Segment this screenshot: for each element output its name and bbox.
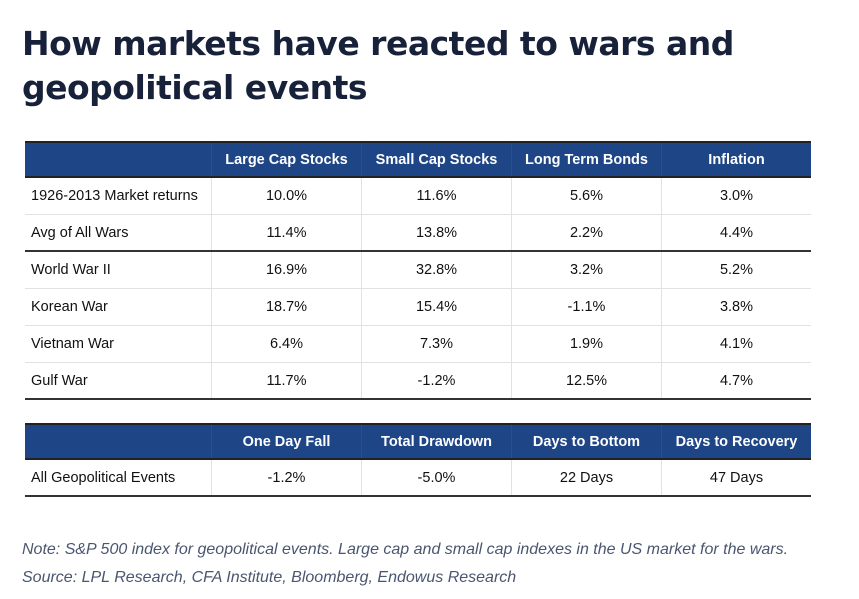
table-row: All Geopolitical Events -1.2% -5.0% 22 Days… [25,460,811,497]
table-cell: Long Term Bonds [512,143,662,176]
row-label: Gulf War [25,363,212,398]
table-row: Vietnam War 6.4% 7.3% 1.9% 4.1% [25,326,811,363]
table-cell: 13.8% [362,215,512,250]
table-header-row: Large Cap Stocks Small Cap Stocks Long Ter… [25,141,811,178]
table-cell: -1.2% [212,460,362,495]
table-cell: 4.4% [719,224,754,241]
table-row: Avg of All Wars 11.4% 13.8% 2.2% 4.4% [25,215,811,252]
table-cell: 4.7% [719,372,754,389]
table-cell: Inflation [708,151,765,168]
table-cell: 47 Days [709,469,764,486]
table-cell: -5.0% [362,460,512,495]
row-label: Avg of All Wars [25,215,212,250]
row-label: All Geopolitical Events [25,460,212,495]
source-note: Note: S&P 500 index for geopolitical eve… [22,541,789,586]
table-cell: 10.0% [212,178,362,214]
table-cell: 3.0% [719,188,754,204]
table-cell: 15.4% [362,289,512,325]
table-cell: 3.2% [512,252,662,288]
row-label: 1926-2013 Market returns [25,178,212,214]
table-cell: 11.4% [212,215,362,250]
row-label: Korean War [25,289,212,325]
table-cell: 18.7% [212,289,362,325]
table-cell: 22 Days [512,460,662,495]
table-cell: 32.8% [362,252,512,288]
table-cell: Days to Bottom [512,425,662,458]
table-cell: 11.6% [362,178,512,214]
table-row: Gulf War 11.7% -1.2% 12.5% 4.7% [25,363,811,400]
table-cell: 7.3% [362,326,512,362]
page-title: How markets have reacted to wars and geo… [22,24,734,107]
table-cell: 12.5% [512,363,662,398]
table-cell: 1.9% [512,326,662,362]
table-cell: 2.2% [512,215,662,250]
table-cell: One Day Fall [212,425,362,458]
market-returns-table: Large Cap Stocks Small Cap Stocks Long Ter… [25,141,811,497]
row-label [25,143,212,176]
table-cell: 6.4% [212,326,362,362]
table-cell: Large Cap Stocks [212,143,362,176]
table-cell: Days to Recovery [675,433,798,450]
table-cell: 3.8% [719,299,754,315]
table-cell: -1.1% [512,289,662,325]
table-row: Korean War 18.7% 15.4% -1.1% 3.8% [25,289,811,326]
table-cell: -1.2% [362,363,512,398]
row-label [25,425,212,458]
table-cell: 11.7% [212,363,362,398]
table-cell: 16.9% [212,252,362,288]
table-row: 1926-2013 Market returns 10.0% 11.6% 5.6% 3.… [25,178,811,215]
table-cell: 4.1% [719,336,754,352]
spacer-row [25,400,811,423]
table-cell: Small Cap Stocks [362,143,512,176]
table-row: World War II 16.9% 32.8% 3.2% 5.2% [25,252,811,289]
row-label: World War II [25,252,212,288]
row-label: Vietnam War [25,326,212,362]
table-cell: Total Drawdown [362,425,512,458]
table-cell: 5.2% [719,262,754,278]
table-cell: 5.6% [512,178,662,214]
table-header-row: One Day Fall Total Drawdown Days to Bottom… [25,423,811,460]
